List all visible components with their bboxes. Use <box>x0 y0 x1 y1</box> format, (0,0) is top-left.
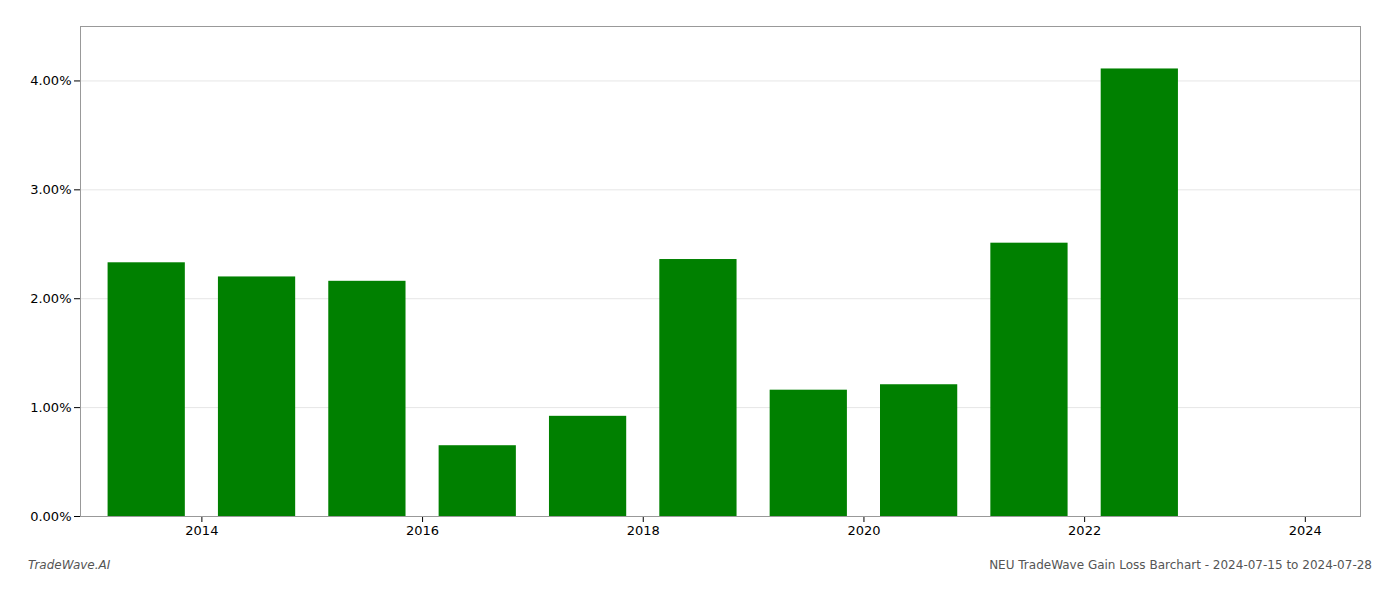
svg-text:3.00%: 3.00% <box>30 182 71 197</box>
svg-text:2016: 2016 <box>406 523 439 538</box>
html-text:TradeWave.AI: TradeWave.AI <box>28 558 111 572</box>
svg-text:4.00%: 4.00% <box>30 73 71 88</box>
svg-text:2022: 2022 <box>1068 523 1101 538</box>
svg-text:2014: 2014 <box>185 523 218 538</box>
svg-text:2020: 2020 <box>847 523 880 538</box>
svg-text:1.00%: 1.00% <box>30 400 71 415</box>
svg-text:2018: 2018 <box>627 523 660 538</box>
svg-text:2024: 2024 <box>1289 523 1322 538</box>
svg-text:0.00%: 0.00% <box>30 509 71 524</box>
svg-text:2.00%: 2.00% <box>30 291 71 306</box>
html-text:NEU TradeWave Gain Loss Barcha: NEU TradeWave Gain Loss Barchart - 2024-… <box>989 558 1372 572</box>
